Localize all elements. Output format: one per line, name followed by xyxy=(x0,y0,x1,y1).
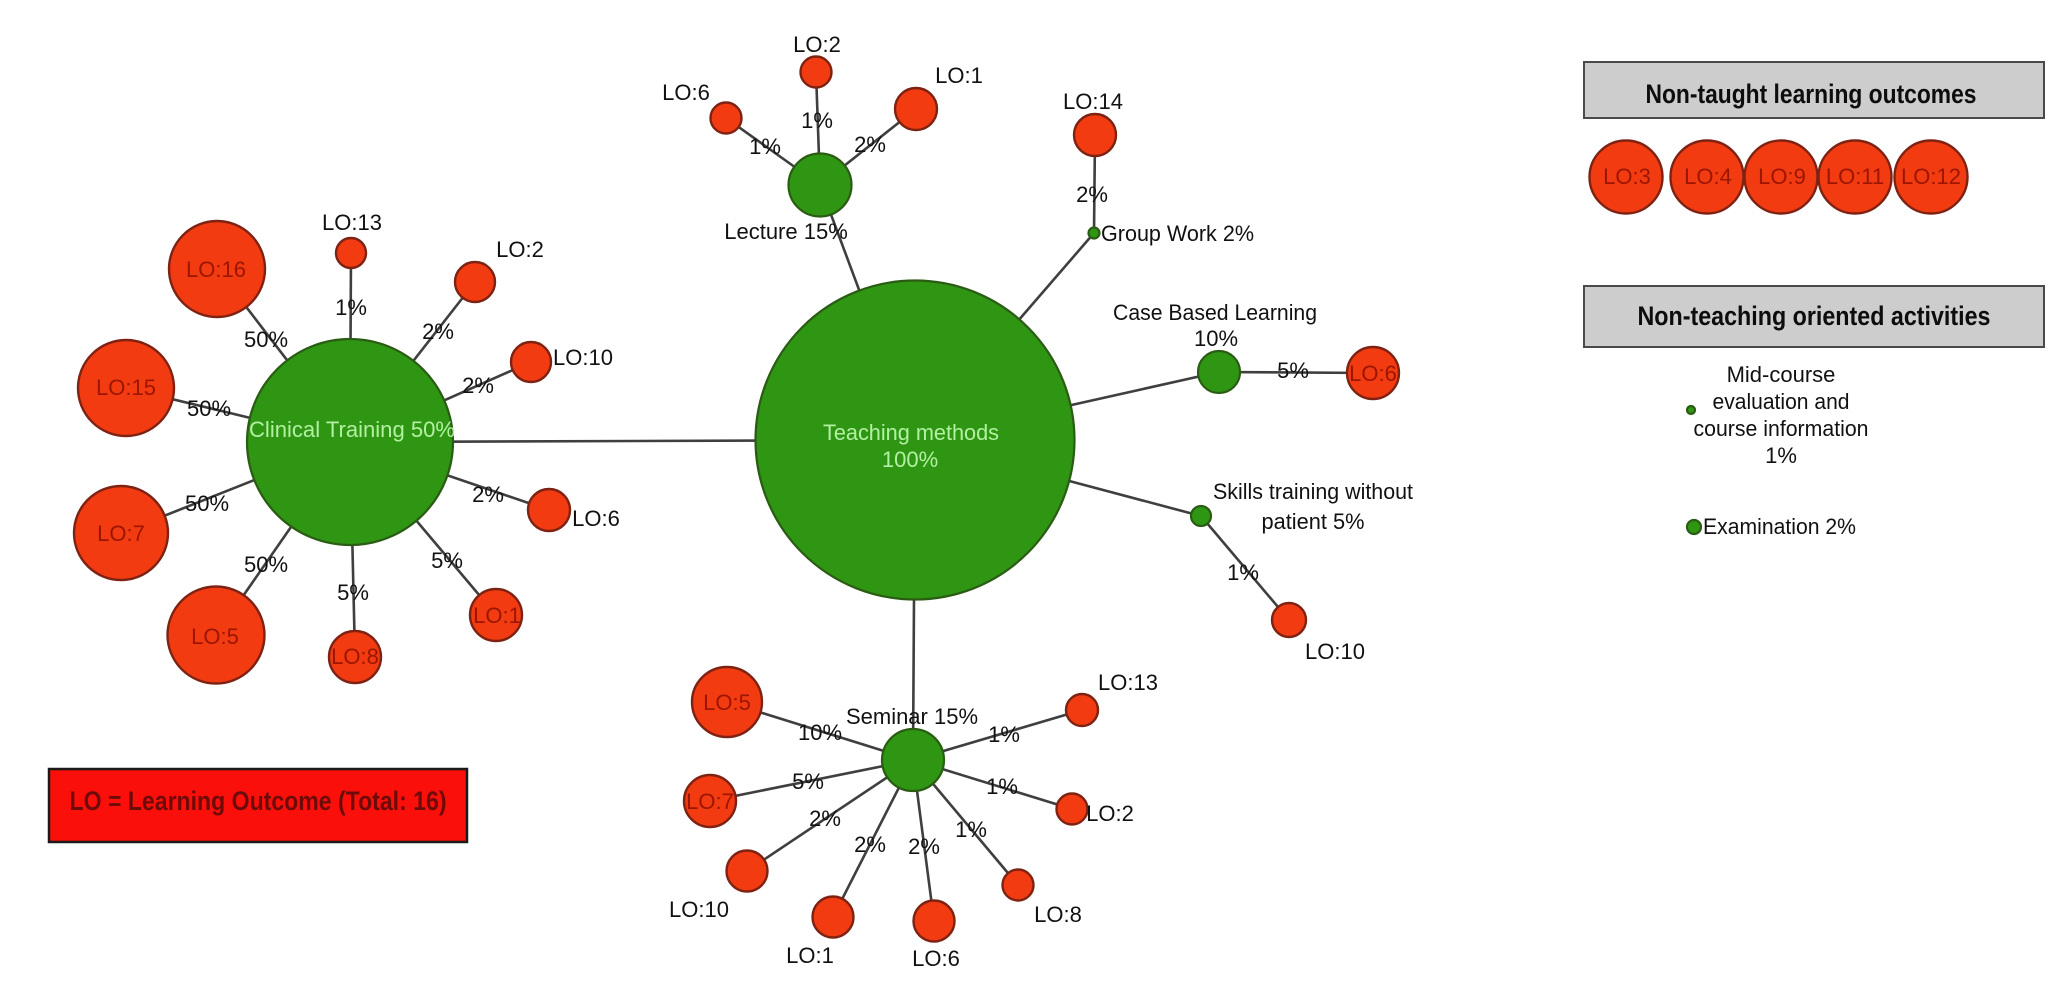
svg-text:50%: 50% xyxy=(187,396,231,421)
svg-text:2%: 2% xyxy=(908,834,940,859)
svg-text:50%: 50% xyxy=(185,491,229,516)
svg-text:2%: 2% xyxy=(809,806,841,831)
svg-text:LO:10: LO:10 xyxy=(669,897,729,922)
svg-text:course information: course information xyxy=(1694,416,1869,441)
svg-text:LO:1: LO:1 xyxy=(935,63,983,88)
svg-text:evaluation and: evaluation and xyxy=(1713,389,1850,414)
svg-text:Lecture 15%: Lecture 15% xyxy=(724,219,848,244)
svg-text:5%: 5% xyxy=(792,769,824,794)
svg-text:2%: 2% xyxy=(462,373,494,398)
svg-text:2%: 2% xyxy=(854,832,886,857)
svg-text:patient 5%: patient 5% xyxy=(1262,509,1365,534)
svg-text:Group Work 2%: Group Work 2% xyxy=(1101,221,1254,246)
svg-text:LO:5: LO:5 xyxy=(191,624,239,649)
svg-text:1%: 1% xyxy=(335,295,367,320)
svg-text:1%: 1% xyxy=(988,722,1020,747)
svg-text:50%: 50% xyxy=(244,552,288,577)
svg-text:LO:4: LO:4 xyxy=(1684,164,1732,189)
svg-text:100%: 100% xyxy=(882,447,938,472)
svg-text:LO:13: LO:13 xyxy=(1098,670,1158,695)
svg-text:LO:2: LO:2 xyxy=(496,237,544,262)
svg-text:LO:8: LO:8 xyxy=(1034,902,1082,927)
svg-text:Non-teaching oriented activiti: Non-teaching oriented activities xyxy=(1638,301,1991,331)
svg-text:Examination 2%: Examination 2% xyxy=(1703,514,1856,539)
svg-text:LO:2: LO:2 xyxy=(793,32,841,57)
svg-text:Mid-course: Mid-course xyxy=(1727,362,1836,387)
svg-text:LO:12: LO:12 xyxy=(1901,164,1961,189)
svg-text:Non-taught learning outcomes: Non-taught learning outcomes xyxy=(1646,79,1977,109)
svg-text:5%: 5% xyxy=(431,548,463,573)
svg-text:10%: 10% xyxy=(1194,326,1238,351)
svg-text:50%: 50% xyxy=(244,327,288,352)
svg-text:5%: 5% xyxy=(337,580,369,605)
svg-text:LO:6: LO:6 xyxy=(572,506,620,531)
svg-text:LO:13: LO:13 xyxy=(322,210,382,235)
svg-text:1%: 1% xyxy=(801,108,833,133)
svg-text:10%: 10% xyxy=(798,720,842,745)
svg-text:1%: 1% xyxy=(1227,560,1259,585)
svg-text:1%: 1% xyxy=(1765,443,1797,468)
svg-text:5%: 5% xyxy=(1277,358,1309,383)
svg-text:LO:6: LO:6 xyxy=(662,80,710,105)
svg-text:2%: 2% xyxy=(422,319,454,344)
svg-text:1%: 1% xyxy=(955,817,987,842)
svg-text:LO = Learning Outcome (Total:: LO = Learning Outcome (Total: 16) xyxy=(70,786,447,816)
svg-text:LO:6: LO:6 xyxy=(1349,361,1397,386)
svg-text:LO:15: LO:15 xyxy=(96,375,156,400)
svg-text:LO:6: LO:6 xyxy=(912,946,960,971)
svg-text:2%: 2% xyxy=(854,132,886,157)
svg-text:Clinical Training 50%: Clinical Training 50% xyxy=(249,417,455,442)
svg-text:LO:5: LO:5 xyxy=(703,690,751,715)
svg-text:1%: 1% xyxy=(986,774,1018,799)
svg-text:LO:7: LO:7 xyxy=(97,521,145,546)
svg-text:LO:8: LO:8 xyxy=(331,644,379,669)
svg-text:LO:10: LO:10 xyxy=(1305,639,1365,664)
svg-text:LO:10: LO:10 xyxy=(553,345,613,370)
svg-text:LO:1: LO:1 xyxy=(473,603,521,628)
svg-text:LO:7: LO:7 xyxy=(686,789,734,814)
svg-text:Teaching methods: Teaching methods xyxy=(823,420,999,445)
svg-text:LO:16: LO:16 xyxy=(186,257,246,282)
svg-text:2%: 2% xyxy=(472,482,504,507)
svg-text:LO:3: LO:3 xyxy=(1603,164,1651,189)
svg-text:LO:14: LO:14 xyxy=(1063,89,1123,114)
svg-text:LO:1: LO:1 xyxy=(786,943,834,968)
svg-text:LO:11: LO:11 xyxy=(1826,164,1884,189)
svg-text:1%: 1% xyxy=(749,134,781,159)
svg-text:Skills training without: Skills training without xyxy=(1213,479,1413,504)
svg-text:LO:9: LO:9 xyxy=(1758,164,1806,189)
svg-text:Seminar 15%: Seminar 15% xyxy=(846,704,978,729)
svg-text:2%: 2% xyxy=(1076,182,1108,207)
svg-text:Case Based Learning: Case Based Learning xyxy=(1113,300,1317,325)
svg-text:LO:2: LO:2 xyxy=(1086,801,1134,826)
